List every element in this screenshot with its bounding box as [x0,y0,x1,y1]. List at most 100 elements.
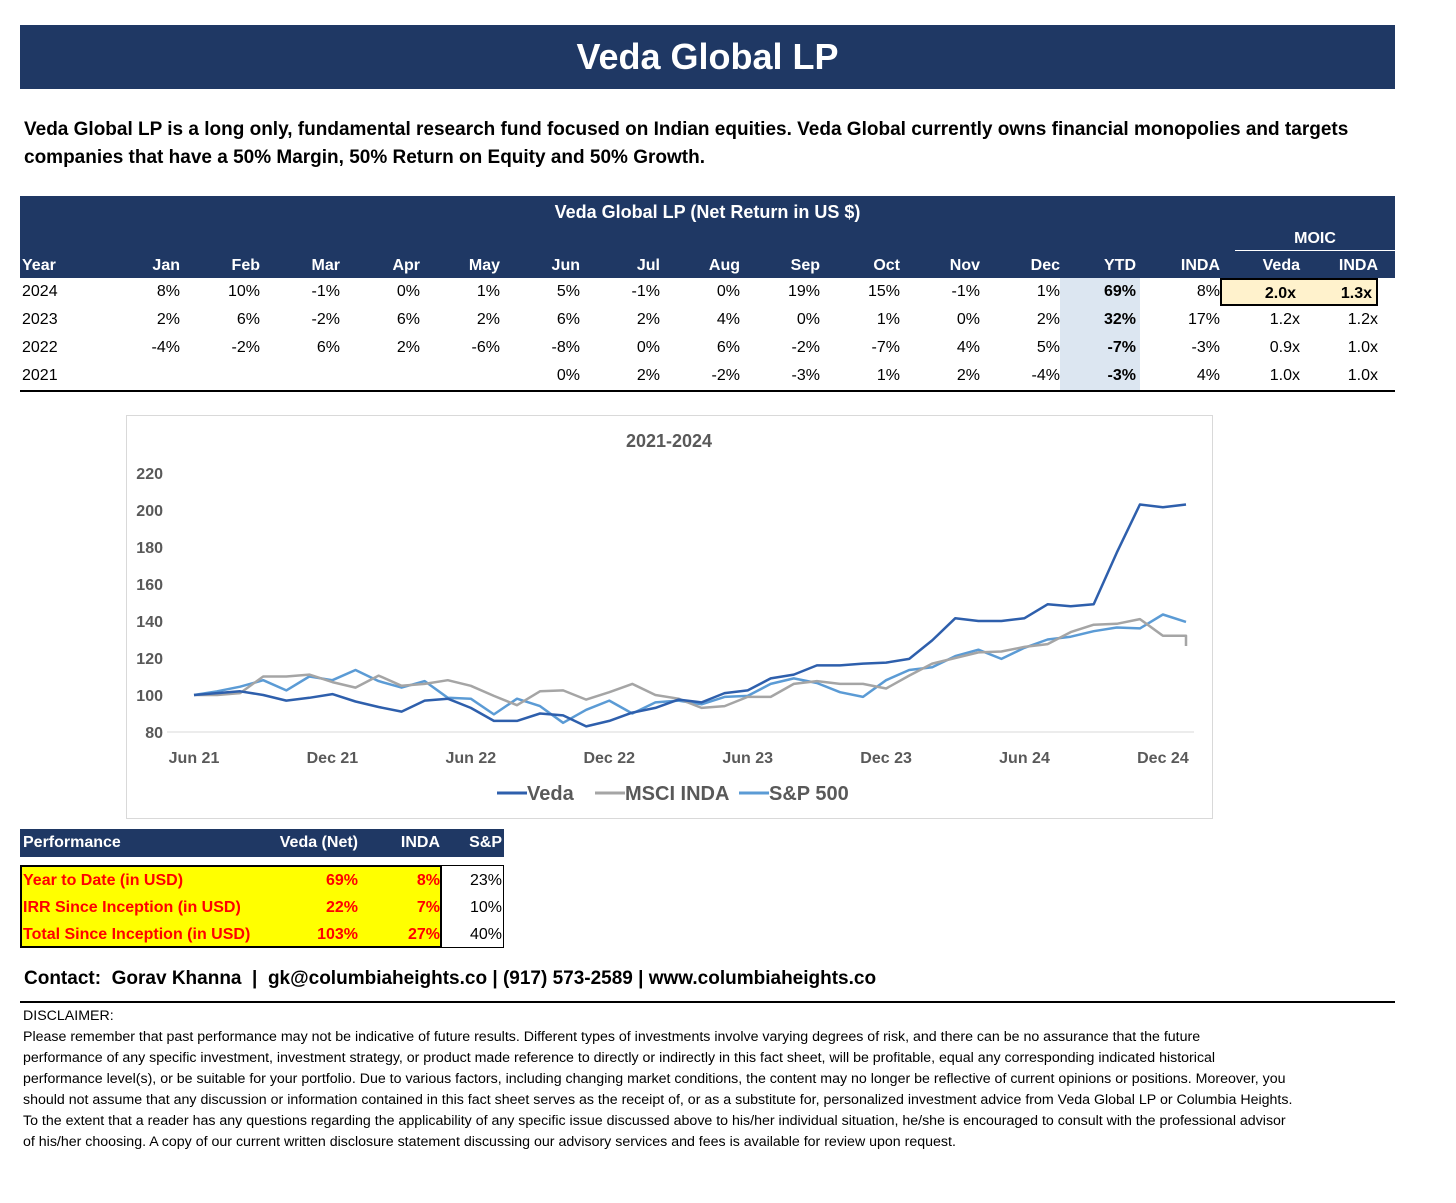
column-header: Oct [873,257,900,274]
table-cell: 1% [876,311,900,328]
performance-column-header: Performance [23,834,121,851]
performance-cell: 27% [407,925,440,943]
x-tick-label: Dec 22 [583,750,635,767]
table-cell: -7% [1060,334,1140,362]
sp-column-box [442,865,504,948]
column-header: Sep [790,257,820,274]
performance-cell: 22% [325,898,358,916]
contact-website[interactable]: www.columbiaheights.co [648,968,877,989]
y-tick-label: 100 [136,688,163,705]
returns-table-body: 2024 8% 10% -1% 0% 1% 5% -1% 0% 19% 15% -1% 1% 69% 8% 2… [20,278,1395,392]
performance-cell: 103% [317,925,358,943]
table-cell: 2% [1036,311,1060,328]
fund-description: Veda Global LP is a long only, fundament… [24,119,1349,168]
disclaimer: DISCLAIMER: Please remember that past pe… [23,1006,1393,1153]
table-cell: 1% [1036,283,1060,300]
disclaimer-line: performance of any specific investment, … [23,1050,1216,1066]
disclaimer-line: should not assume that any discussion or… [23,1092,1293,1108]
table-cell: 0% [716,283,740,300]
highlight-box [20,865,442,948]
column-header: Veda [1262,257,1300,274]
table-cell: -2% [311,311,340,328]
table-cell: 19% [787,283,820,300]
performance-row: IRR Since Inception (in USD) 22% 7% 10% [20,894,504,921]
y-tick-label: 160 [136,577,163,594]
table-cell: -7% [871,339,900,356]
series-line-s-p-500 [193,613,1187,725]
contact-line: Contact: Gorav Khanna | gk@columbiaheigh… [24,968,877,989]
table-cell: 4% [716,311,740,328]
disclaimer-line: of his/her choosing. A copy of our curre… [23,1134,956,1150]
table-cell: -2% [711,367,740,384]
table-cell: 6% [716,339,740,356]
line-chart-svg: 2021-2024 80 100 120 140 160 180 200 220 Jun 21 De… [136,431,1194,805]
column-header: YTD [1104,257,1136,274]
returns-table-header: Veda Global LP (Net Return in US $) MOIC… [20,196,1395,278]
table-row: 2022 -4% -2% 6% 2% -6% -8% 0% 6% -2% -7% 4% 5% -7% -3%… [20,334,1395,362]
performance-cell: 69% [325,871,358,889]
table-cell: 1.3x [1300,278,1378,306]
column-header: INDA [1338,257,1378,274]
table-cell [420,362,500,390]
table-cell: 2% [636,367,660,384]
x-tick-label: Jun 21 [169,750,220,767]
table-row: 2021 0% 2% -2% -3% 1% 2% -4% -3% 4% 1.0x 1.0x [20,362,1395,390]
table-cell: -1% [311,283,340,300]
y-tick-label: 180 [136,540,163,557]
table-cell: 0% [396,283,420,300]
table-cell: 2% [636,311,660,328]
column-header: Feb [231,257,260,274]
table-cell: 6% [236,311,260,328]
contact-email[interactable]: gk@columbiaheights.co [267,968,488,989]
y-tick-label: 80 [145,725,163,742]
legend-label: Veda [527,783,575,805]
table-cell: -6% [471,339,500,356]
x-tick-label: Dec 21 [307,750,359,767]
table-cell: 5% [1036,339,1060,356]
performance-column-header: S&P [469,834,502,851]
table-cell [340,362,420,390]
performance-cell: 7% [416,898,440,916]
table-cell: 10% [227,283,260,300]
table-cell: 2024 [22,283,58,300]
performance-chart: 2021-2024 80 100 120 140 160 180 200 220 Jun 21 De… [126,415,1213,819]
table-cell: 2% [956,367,980,384]
table-cell: 8% [1196,283,1220,300]
table-cell: 1.2x [1347,311,1378,328]
table-cell [260,362,340,390]
column-header: INDA [1180,257,1220,274]
performance-cell: 23% [469,871,502,889]
y-tick-label: 140 [136,614,163,631]
column-header: Jul [636,257,660,274]
table-cell: 0% [636,339,660,356]
disclaimer-line: To the extent that a reader has any ques… [23,1113,1286,1129]
table-cell: -3% [791,367,820,384]
chart-title: 2021-2024 [626,431,712,451]
contact-phone: (917) 573-2589 [502,968,633,989]
table-cell: -2% [231,339,260,356]
table-cell: 6% [556,311,580,328]
table-cell: 0% [956,311,980,328]
performance-cell: IRR Since Inception (in USD) [23,898,241,916]
table-cell: -8% [551,339,580,356]
table-cell: -1% [951,283,980,300]
column-header: May [468,257,500,274]
y-tick-label: 200 [136,503,163,520]
table-cell: 8% [156,283,180,300]
series-line-msci-inda [194,617,1188,710]
returns-table-title: Veda Global LP (Net Return in US $) [554,202,861,222]
column-header: Jan [152,257,180,274]
column-header: Nov [949,257,980,274]
table-cell: 1.0x [1347,339,1378,356]
table-cell: -4% [1031,367,1060,384]
column-header: Jun [551,257,580,274]
table-cell: 2% [476,311,500,328]
performance-summary-table: Performance Veda (Net) INDA S&P Year to Dat… [20,829,504,948]
moic-divider [1235,250,1395,251]
table-cell: 1% [476,283,500,300]
disclaimer-line: performance level(s), or be suitable for… [23,1071,1286,1087]
contact-label: Contact: [24,968,102,989]
table-cell [180,362,260,390]
performance-cell: 40% [469,925,502,943]
performance-header-row: Performance Veda (Net) INDA S&P [20,829,504,857]
